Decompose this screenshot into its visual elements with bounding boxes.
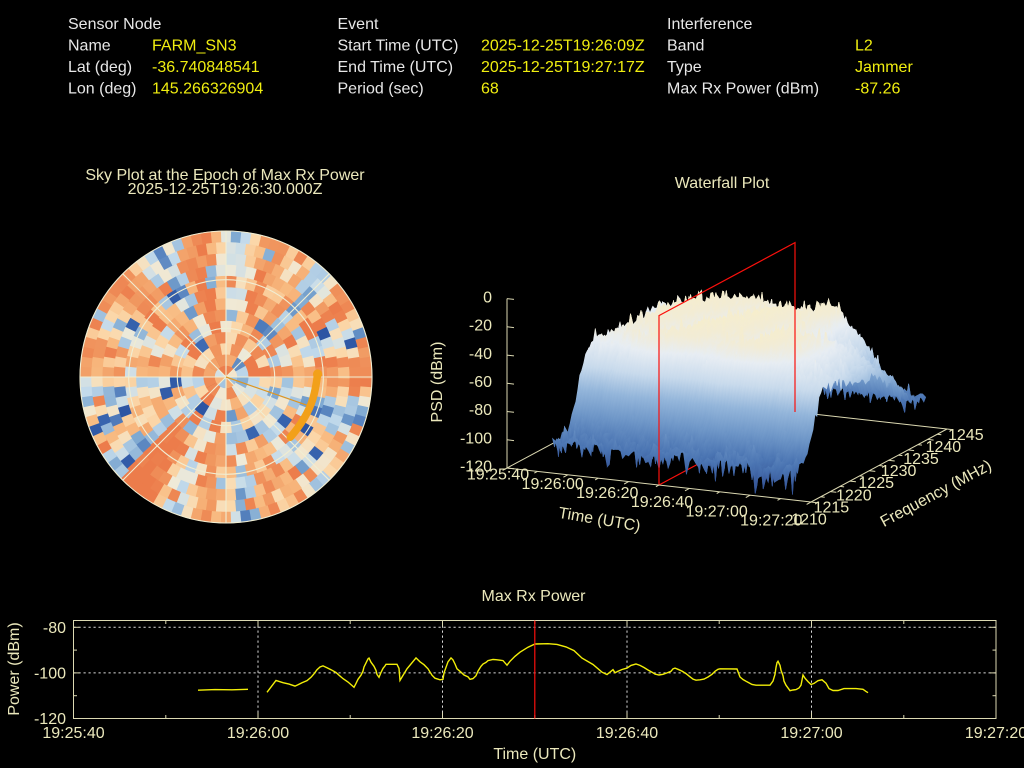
svg-text:68: 68: [481, 81, 499, 98]
svg-text:Start Time (UTC): Start Time (UTC): [338, 38, 459, 55]
svg-text:19:26:00: 19:26:00: [227, 725, 289, 742]
svg-text:2025-12-25T19:26:30.000Z: 2025-12-25T19:26:30.000Z: [128, 181, 323, 198]
svg-text:-20: -20: [469, 318, 492, 335]
svg-text:Power (dBm): Power (dBm): [6, 622, 23, 715]
svg-text:Time (UTC): Time (UTC): [493, 746, 576, 763]
svg-text:FARM_SN3: FARM_SN3: [152, 38, 237, 55]
svg-text:Sky Plot at the Epoch of Max R: Sky Plot at the Epoch of Max Rx Power: [85, 167, 365, 184]
svg-text:-87.26: -87.26: [855, 81, 900, 98]
svg-text:19:26:00: 19:26:00: [522, 476, 584, 493]
svg-text:19:26:40: 19:26:40: [596, 725, 658, 742]
svg-text:19:27:00: 19:27:00: [780, 725, 842, 742]
svg-text:19:26:20: 19:26:20: [576, 485, 638, 502]
svg-text:Waterfall Plot: Waterfall Plot: [675, 175, 770, 192]
svg-text:Type: Type: [667, 59, 702, 76]
svg-text:Period (sec): Period (sec): [338, 81, 424, 98]
svg-text:145.266326904: 145.266326904: [152, 81, 263, 98]
svg-text:19:25:40: 19:25:40: [42, 725, 104, 742]
svg-text:L2: L2: [855, 38, 873, 55]
svg-text:1240: 1240: [926, 439, 962, 456]
svg-text:2025-12-25T19:27:17Z: 2025-12-25T19:27:17Z: [481, 59, 645, 76]
svg-text:1225: 1225: [858, 475, 894, 492]
svg-text:1245: 1245: [948, 427, 984, 444]
svg-text:19:27:00: 19:27:00: [685, 503, 747, 520]
svg-text:-120: -120: [34, 711, 66, 728]
svg-text:1220: 1220: [836, 487, 872, 504]
svg-text:19:26:40: 19:26:40: [631, 494, 693, 511]
svg-text:Name: Name: [68, 38, 111, 55]
svg-text:End Time (UTC): End Time (UTC): [338, 59, 454, 76]
svg-text:-100: -100: [460, 431, 492, 448]
svg-text:2025-12-25T19:26:09Z: 2025-12-25T19:26:09Z: [481, 38, 645, 55]
svg-text:-120: -120: [460, 459, 492, 476]
svg-text:Sensor Node: Sensor Node: [68, 16, 161, 33]
svg-text:19:27:20: 19:27:20: [965, 725, 1024, 742]
svg-text:0: 0: [483, 289, 492, 306]
svg-text:-100: -100: [34, 665, 66, 682]
svg-text:1230: 1230: [881, 463, 917, 480]
svg-text:-40: -40: [469, 346, 492, 363]
svg-text:19:25:40: 19:25:40: [467, 467, 529, 484]
svg-text:Band: Band: [667, 38, 704, 55]
svg-text:-80: -80: [469, 402, 492, 419]
svg-text:1215: 1215: [814, 499, 850, 516]
svg-text:-80: -80: [43, 620, 66, 637]
svg-text:Max Rx Power (dBm): Max Rx Power (dBm): [667, 81, 819, 98]
svg-text:Lon (deg): Lon (deg): [68, 81, 137, 98]
svg-text:1235: 1235: [903, 451, 939, 468]
svg-text:19:26:20: 19:26:20: [411, 725, 473, 742]
svg-text:-60: -60: [469, 374, 492, 391]
svg-text:-36.740848541: -36.740848541: [152, 59, 260, 76]
svg-text:Lat (deg): Lat (deg): [68, 59, 132, 76]
svg-text:Max Rx Power: Max Rx Power: [481, 588, 586, 605]
svg-text:19:27:20: 19:27:20: [740, 512, 802, 529]
svg-text:Event: Event: [338, 16, 379, 33]
svg-text:1210: 1210: [791, 511, 827, 528]
svg-text:PSD (dBm): PSD (dBm): [429, 342, 446, 423]
svg-text:Interference: Interference: [667, 16, 752, 33]
svg-text:Jammer: Jammer: [855, 59, 913, 76]
